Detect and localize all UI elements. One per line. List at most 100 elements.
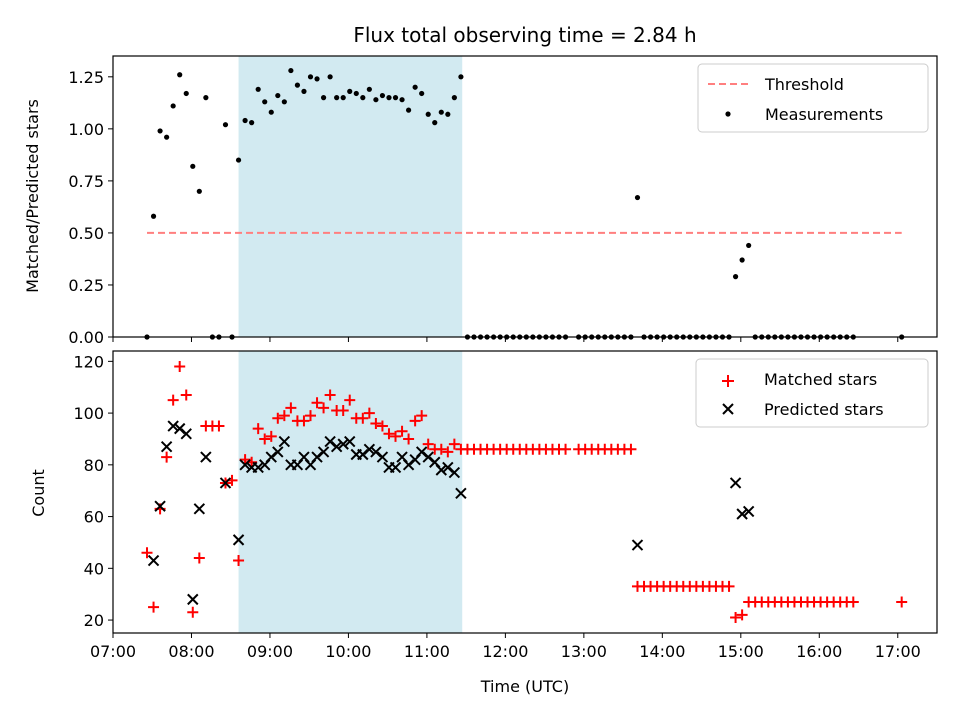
bottom-plot-frame <box>112 350 938 634</box>
x-tick-label: 13:00 <box>561 642 607 661</box>
matched-stars-point <box>285 402 297 414</box>
measurements-point <box>445 111 451 117</box>
predicted-stars-point <box>278 435 291 448</box>
top-y-tick-label: 0.75 <box>68 172 104 191</box>
matched-stars-point <box>625 443 637 455</box>
measurements-point <box>347 88 353 94</box>
bot-y-tick-label: 120 <box>73 352 104 371</box>
predicted-stars-point <box>272 446 284 458</box>
matched-stars-point <box>847 596 859 608</box>
matched-legend-label: Matched stars <box>764 370 877 389</box>
measurements-point <box>334 95 340 101</box>
matched-stars-point <box>239 454 251 466</box>
matched-stars-point <box>233 555 245 567</box>
matched-stars-point <box>383 428 395 440</box>
top-y-tick-label: 0.50 <box>68 224 104 243</box>
measurements-point <box>746 242 752 249</box>
matched-stars-point <box>174 361 186 373</box>
matched-stars-point <box>193 552 205 564</box>
measurements-point <box>307 74 314 80</box>
x-tick-label: 10:00 <box>325 642 371 661</box>
top-y-tick-label: 1.00 <box>68 120 104 139</box>
top-shaded-interval <box>238 56 463 337</box>
matched-stars-point <box>344 394 356 406</box>
top-chart-title: Flux total observing time = 2.84 h <box>353 23 696 47</box>
x-tick-label: 17:00 <box>875 642 921 661</box>
x-tick-label: 16:00 <box>796 642 842 661</box>
measurements-point <box>432 120 438 126</box>
measurements-point <box>392 95 399 101</box>
matched-stars-point <box>141 547 153 559</box>
top-y-tick-label: 0.00 <box>68 328 104 347</box>
predicted-stars-point <box>187 593 199 606</box>
predicted-stars-point <box>330 441 343 453</box>
top-y-tick-label: 0.25 <box>68 276 104 295</box>
predicted-stars-point <box>736 508 748 520</box>
x-tick-label: 07:00 <box>90 642 136 661</box>
matched-stars-point <box>259 433 271 445</box>
x-tick-label: 09:00 <box>247 642 293 661</box>
measurements-point <box>288 67 294 74</box>
measurements-point <box>739 257 745 263</box>
top-y-tick-label: 1.25 <box>68 68 104 87</box>
predicted-stars-point <box>389 461 402 474</box>
measurements-point <box>150 213 157 219</box>
measurements-point <box>190 163 196 169</box>
measurements-point <box>366 86 372 92</box>
bottom-panel: 20 40 60 80 100 120 07:00 08:00 09:00 10:00 11:00… <box>29 350 938 696</box>
measurements-point <box>301 88 307 94</box>
top-plot-frame <box>112 55 938 338</box>
measurements-point <box>353 90 359 97</box>
predicted-stars-point <box>239 459 251 471</box>
measurements-point <box>419 90 425 97</box>
predicted-stars-point <box>232 534 245 546</box>
matched-stars-point <box>318 402 330 414</box>
measurements-point <box>281 99 287 105</box>
matched-stars-point <box>148 601 160 613</box>
predicted-stars-point <box>147 554 160 567</box>
matched-stars-point <box>409 415 421 427</box>
predicted-stars-point <box>317 446 330 458</box>
predicted-stars-point <box>200 451 212 463</box>
measurements-point <box>294 82 301 88</box>
matched-stars-point <box>723 580 735 592</box>
matched-stars-point <box>213 420 225 432</box>
predicted-stars-point <box>631 539 644 551</box>
matched-stars-point <box>442 446 454 458</box>
bot-y-tick-label: 100 <box>73 404 104 423</box>
predicted-stars-point <box>363 443 376 456</box>
measurements-point <box>379 92 386 99</box>
matched-stars-point <box>161 451 173 463</box>
matched-stars-point <box>298 415 310 427</box>
matched-stars-point <box>272 412 284 424</box>
predicted-stars-point <box>160 441 173 453</box>
measurements-point <box>268 109 274 115</box>
predicted-legend-label: Predicted stars <box>764 400 884 419</box>
top-legend-box <box>697 63 929 133</box>
bottom-legend: Matched stars Predicted stars <box>695 358 929 428</box>
bot-y-tick-label: 60 <box>84 508 104 527</box>
measurements-point <box>170 103 176 109</box>
predicted-stars-point <box>193 503 206 515</box>
measurements-point <box>412 84 418 90</box>
matched-stars-point <box>560 443 572 455</box>
measurements-point <box>157 128 163 134</box>
matched-stars-point <box>730 611 742 623</box>
measurements-point <box>203 95 209 101</box>
measurements-point <box>438 109 444 115</box>
matched-stars-point <box>311 397 323 409</box>
bottom-y-axis-label: Count <box>29 469 48 517</box>
measurements-point <box>399 97 405 103</box>
matched-stars-point <box>376 420 388 432</box>
measurements-point <box>177 72 183 78</box>
matched-stars-point <box>896 596 908 608</box>
predicted-stars-point <box>729 477 742 489</box>
predicted-stars-point <box>344 435 356 448</box>
measurements-point <box>262 99 268 105</box>
predicted-stars-point <box>167 420 179 432</box>
measurements-point <box>222 122 229 128</box>
measurements-point <box>196 188 202 194</box>
bot-shaded-interval <box>238 351 463 633</box>
matched-stars-point <box>304 410 316 422</box>
